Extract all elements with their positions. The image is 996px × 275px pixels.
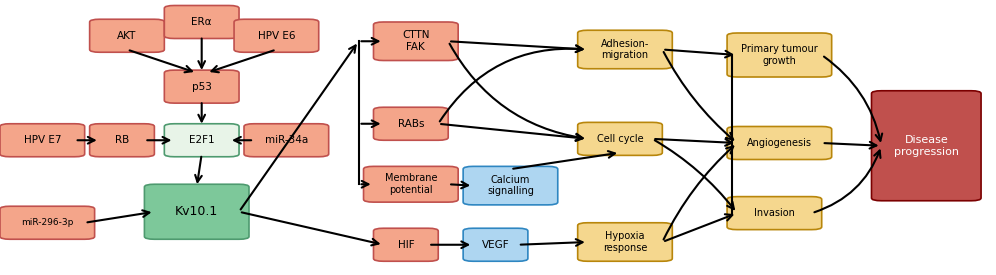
Text: HPV E6: HPV E6 [258,31,295,41]
Text: Primary tumour
growth: Primary tumour growth [741,44,818,66]
Text: CTTN
FAK: CTTN FAK [402,31,429,52]
Text: p53: p53 [192,82,211,92]
Text: ERα: ERα [191,17,212,27]
Text: Invasion: Invasion [754,208,795,218]
FancyBboxPatch shape [164,124,239,157]
Text: RABs: RABs [397,119,424,129]
Text: AKT: AKT [118,31,136,41]
Text: Kv10.1: Kv10.1 [175,205,218,218]
Text: Cell cycle: Cell cycle [597,134,643,144]
Text: miR-296-3p: miR-296-3p [21,218,74,227]
FancyBboxPatch shape [90,124,154,157]
Text: Disease
progression: Disease progression [893,135,959,156]
FancyBboxPatch shape [727,33,832,77]
FancyBboxPatch shape [463,228,528,261]
Text: HPV E7: HPV E7 [24,135,61,145]
Text: Membrane
potential: Membrane potential [384,174,437,195]
Text: VEGF: VEGF [482,240,509,250]
FancyBboxPatch shape [364,166,458,202]
FancyBboxPatch shape [0,206,95,239]
FancyBboxPatch shape [374,107,448,140]
FancyBboxPatch shape [374,22,458,61]
Text: Angiogenesis: Angiogenesis [747,138,812,148]
FancyBboxPatch shape [164,70,239,103]
FancyBboxPatch shape [374,228,438,261]
FancyBboxPatch shape [164,6,239,38]
FancyBboxPatch shape [463,166,558,205]
Text: E2F1: E2F1 [189,135,214,145]
FancyBboxPatch shape [234,19,319,52]
FancyBboxPatch shape [578,223,672,261]
Text: Adhesion-
migration: Adhesion- migration [601,39,649,60]
Text: RB: RB [115,135,129,145]
FancyBboxPatch shape [144,184,249,239]
Text: HIF: HIF [397,240,414,250]
FancyBboxPatch shape [90,19,164,52]
FancyBboxPatch shape [727,197,822,230]
FancyBboxPatch shape [244,124,329,157]
Text: Calcium
signalling: Calcium signalling [487,175,534,196]
Text: miR-34a: miR-34a [265,135,308,145]
FancyBboxPatch shape [578,30,672,69]
FancyBboxPatch shape [872,91,981,201]
Text: Hypoxia
response: Hypoxia response [603,231,647,253]
FancyBboxPatch shape [727,126,832,160]
FancyBboxPatch shape [578,122,662,155]
FancyBboxPatch shape [0,124,85,157]
